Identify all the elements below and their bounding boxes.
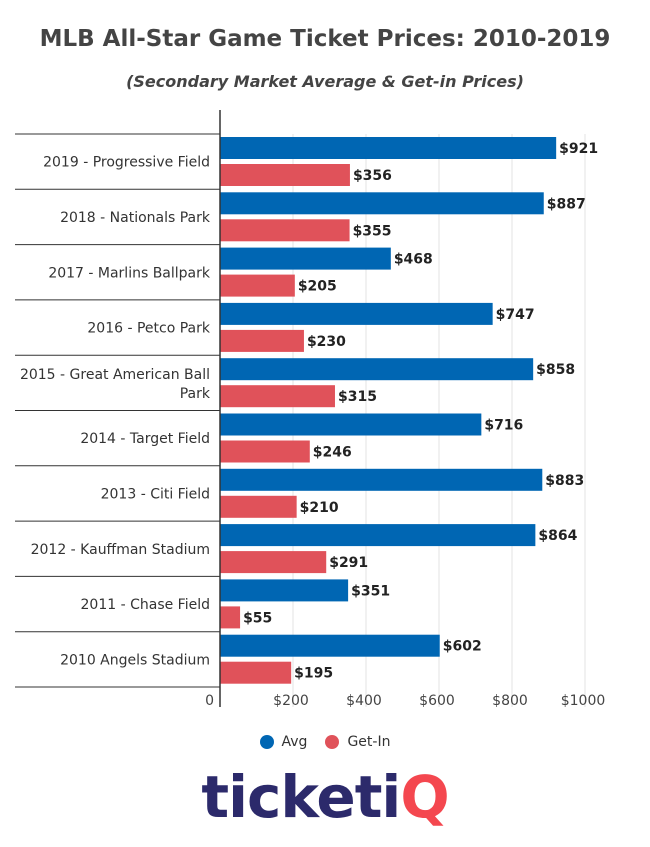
data-label-avg: $921	[559, 141, 598, 157]
bar-getin	[220, 219, 350, 242]
data-label-getin: $205	[298, 279, 337, 295]
category-label: 2017 - Marlins Ballpark	[48, 265, 211, 281]
legend-item-avg[interactable]: Avg	[259, 734, 308, 750]
category-label: 2013 - Citi Field	[101, 486, 210, 502]
logo-text: ticketi	[201, 763, 401, 831]
bar-getin	[220, 274, 295, 297]
bar-avg	[220, 634, 440, 657]
bar-getin	[220, 551, 327, 574]
legend-avg-swatch	[259, 735, 274, 749]
category-label: 2019 - Progressive Field	[43, 155, 210, 171]
legend-getin-label: Get-In	[347, 734, 391, 750]
bar-getin	[220, 329, 304, 352]
bar-getin	[220, 661, 292, 684]
data-label-getin: $315	[338, 389, 377, 405]
data-label-getin: $230	[307, 334, 346, 350]
bar-getin	[220, 164, 350, 186]
data-label-getin: $195	[294, 666, 333, 682]
data-label-avg: $858	[536, 362, 575, 378]
bar-avg	[220, 524, 536, 547]
legend-item-getin[interactable]: Get-In	[325, 734, 390, 750]
x-tick-label: 0	[205, 693, 214, 709]
bar-getin	[220, 440, 310, 463]
data-label-getin: $355	[353, 223, 392, 239]
data-label-getin: $246	[313, 445, 352, 461]
chart-subtitle: (Secondary Market Average & Get-in Price…	[126, 72, 524, 91]
data-label-avg: $351	[351, 583, 390, 599]
legend-getin-swatch	[325, 735, 340, 749]
bar-chart: 2019 - Progressive Field $921 $356 2018 - N…	[15, 110, 606, 709]
x-tick-label: $800	[492, 693, 528, 709]
category-label: 2016 - Petco Park	[87, 321, 210, 337]
x-tick-label: $600	[419, 693, 455, 709]
logo-accent-letter: Q	[400, 763, 449, 831]
bar-avg	[220, 302, 493, 325]
category-label: 2015 - Great American Ball Park	[20, 367, 211, 402]
data-label-avg: $883	[545, 473, 584, 489]
category-label: 2012 - Kauffman Stadium	[31, 542, 210, 558]
data-label-getin: $55	[243, 610, 272, 626]
bar-avg	[220, 358, 534, 381]
bar-avg	[220, 192, 544, 215]
data-label-avg: $468	[394, 252, 433, 268]
bar-avg	[220, 137, 557, 159]
legend-avg-label: Avg	[281, 734, 308, 750]
chart-title: MLB All-Star Game Ticket Prices: 2010-20…	[39, 26, 611, 52]
bar-avg	[220, 468, 543, 491]
bar-getin	[220, 495, 297, 518]
data-label-avg: $864	[538, 528, 577, 544]
bar-getin	[220, 606, 241, 629]
bar-getin	[220, 385, 335, 408]
x-tick-label: $400	[346, 693, 382, 709]
category-label: 2018 - Nationals Park	[60, 210, 211, 226]
data-label-avg: $602	[443, 639, 482, 655]
data-label-getin: $210	[300, 500, 339, 516]
x-tick-label: $1000	[561, 693, 606, 709]
category-label: 2014 - Target Field	[80, 431, 210, 447]
category-label: 2010 Angels Stadium	[60, 652, 210, 668]
data-label-getin: $356	[353, 168, 392, 184]
bar-avg	[220, 413, 482, 436]
data-label-avg: $716	[484, 418, 523, 434]
data-label-avg: $747	[496, 307, 535, 323]
data-label-getin: $291	[329, 555, 368, 571]
ticketiq-logo: ticketiQ	[0, 768, 650, 826]
x-tick-label: $200	[273, 693, 309, 709]
legend: Avg Get-In	[0, 734, 650, 750]
bar-avg	[220, 247, 391, 270]
category-label: 2011 - Chase Field	[81, 597, 210, 613]
data-label-avg: $887	[547, 196, 586, 212]
bar-avg	[220, 579, 349, 602]
